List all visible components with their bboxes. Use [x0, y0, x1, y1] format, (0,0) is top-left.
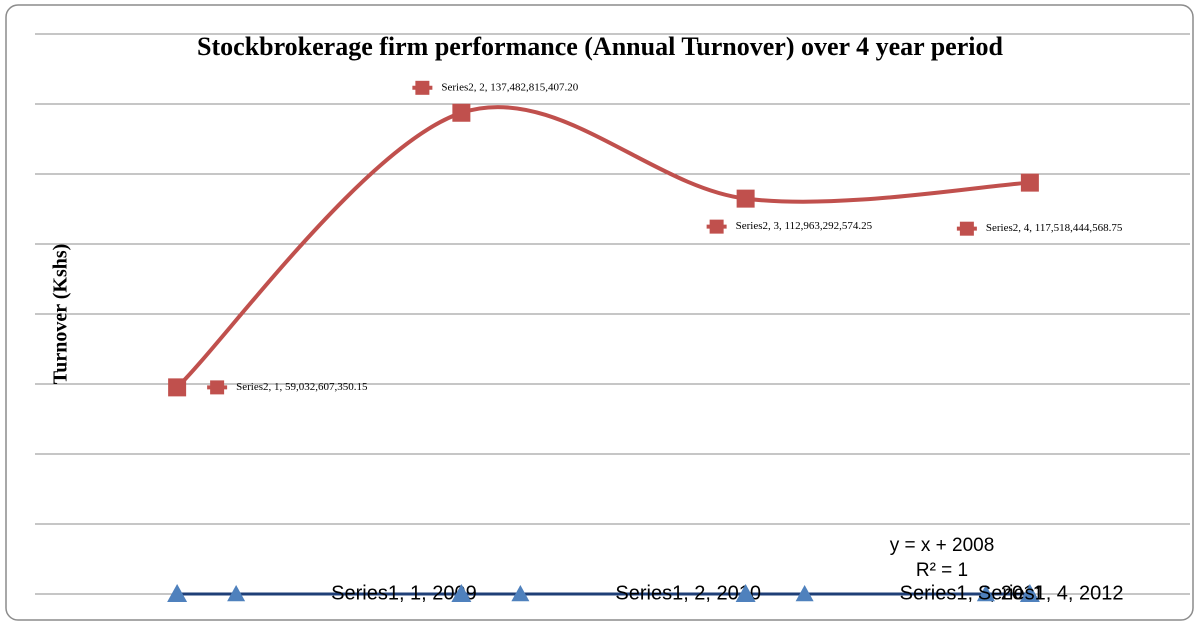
y-axis-label: Turnover (Kshs): [50, 244, 72, 385]
data-point: [168, 378, 187, 397]
chart-frame: [5, 4, 1194, 621]
trendline-r2: R² = 1: [916, 560, 968, 581]
data-point: [1020, 173, 1039, 192]
series-line: [175, 105, 1030, 389]
data-label: Series2, 3, 112,963,292,574.25: [736, 220, 873, 232]
chart-title: Stockbrokerage firm performance (Annual …: [197, 32, 1003, 61]
data-label: Series1, 1, 2009: [331, 582, 477, 604]
label-icon: [709, 219, 724, 234]
data-label: Series2, 4, 117,518,444,568.75: [986, 222, 1123, 234]
data-point: [1019, 584, 1040, 602]
data-point: [452, 103, 471, 122]
data-point: [735, 584, 756, 602]
label-icon: [210, 380, 225, 395]
label-icon: [227, 585, 246, 602]
label-icon: [959, 221, 974, 236]
title-box: Stockbrokerage firm performance (Annual …: [197, 32, 1003, 61]
label-icon: [976, 585, 995, 602]
data-label: Series1, 3, 2011: [900, 582, 1044, 604]
label-icon: [511, 585, 530, 602]
data-label: Series1, 4, 2012: [978, 582, 1124, 604]
plot: Series1, 1, 2009 Series1, 2, 2010 Series1,…: [167, 80, 1124, 604]
data-label: Series2, 1, 59,032,607,350.15: [236, 381, 368, 393]
trendline-equation: y = x + 2008: [890, 535, 995, 556]
label-icon: [795, 585, 814, 602]
data-point: [736, 189, 755, 208]
data-label: Series1, 2, 2010: [615, 582, 761, 604]
label-icon: [415, 80, 430, 95]
data-point: [167, 584, 188, 602]
data-point: [451, 584, 472, 602]
data-label: Series2, 2, 137,482,815,407.20: [441, 81, 578, 93]
